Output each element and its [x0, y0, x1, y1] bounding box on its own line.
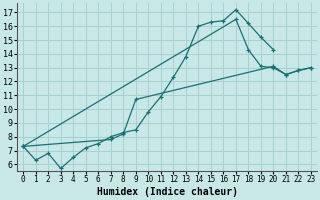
- X-axis label: Humidex (Indice chaleur): Humidex (Indice chaleur): [97, 187, 237, 197]
